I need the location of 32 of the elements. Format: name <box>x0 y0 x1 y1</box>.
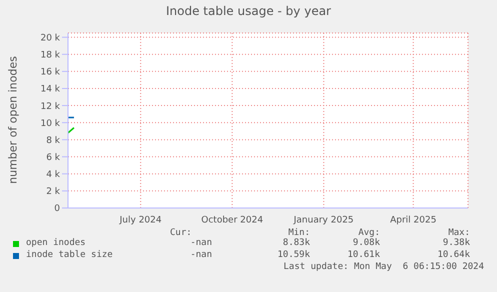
y-tick-label: 18 k <box>40 50 61 61</box>
text: 8.83k <box>282 238 310 248</box>
text: 9.08k <box>352 238 380 248</box>
text: Avg: <box>357 228 380 238</box>
x-tick-label: October 2024 <box>201 215 264 226</box>
text: Max: <box>447 228 470 238</box>
text: -nan <box>189 238 212 248</box>
y-tick-label: 20 k <box>40 33 61 44</box>
text: Cur: <box>170 228 193 238</box>
y-tick-label: 12 k <box>40 102 61 112</box>
text: Last update: Mon May 6 06:15:00 2024 <box>282 262 484 272</box>
text: 10.59k <box>276 250 310 260</box>
text: Min: <box>287 228 310 238</box>
text: 10.61k <box>346 250 380 260</box>
text: 10.64k <box>436 250 470 260</box>
chart-title: Inode table usage - by year <box>165 4 332 18</box>
x-tick-label: January 2025 <box>292 215 354 226</box>
y-axis-title: number of open inodes <box>6 56 20 184</box>
y-tick-label: 8 k <box>46 136 61 146</box>
y-tick-label: 6 k <box>46 152 61 163</box>
text: 9.38k <box>442 238 470 248</box>
y-tick-label: 4 k <box>46 170 61 180</box>
y-tick-label: 14 k <box>40 84 61 95</box>
y-tick-label: 10 k <box>40 118 61 129</box>
text: -nan <box>189 250 212 260</box>
y-tick-label: 0 <box>54 204 60 214</box>
legend-label: open inodes <box>26 238 86 248</box>
y-tick-label: 2 k <box>46 187 61 198</box>
y-tick-label: 16 k <box>40 68 61 78</box>
legend-label: inode table size <box>26 250 113 260</box>
x-tick-label: July 2024 <box>118 215 162 226</box>
x-tick-label: April 2025 <box>390 215 436 226</box>
